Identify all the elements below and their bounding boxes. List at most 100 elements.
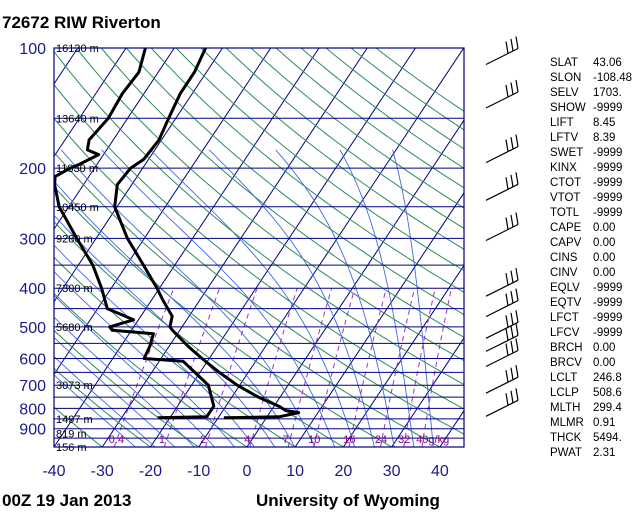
height-label: 3073 m: [56, 380, 93, 392]
moist-adiabat: [275, 149, 395, 447]
pressure-tick-label: 100: [19, 41, 46, 58]
isotherm-line: [150, 48, 416, 447]
barb-feather: [510, 214, 514, 228]
barb-feather: [515, 268, 519, 281]
index-name: LCLT: [550, 372, 577, 384]
index-name: PWAT: [550, 447, 582, 459]
pressure-tick-label: 200: [19, 161, 46, 178]
wind-barb: [485, 36, 519, 66]
wind-barbs: [485, 36, 519, 417]
barb-feather: [505, 41, 509, 54]
height-label: 7300 m: [56, 283, 93, 295]
moist-adiabat: [54, 374, 137, 447]
index-value: -9999: [593, 162, 622, 174]
mixing-ratio-line: [113, 288, 175, 447]
height-label: 5680 m: [56, 322, 93, 334]
dry-adiabat: [54, 83, 464, 410]
index-name: SELV: [550, 87, 579, 99]
temperature-tick-label: 40: [431, 463, 449, 480]
barb-feather: [505, 315, 509, 328]
plot-border: [53, 47, 465, 448]
dry-adiabat: [125, 48, 464, 316]
index-value: 2.31: [593, 447, 615, 459]
barb-feather: [505, 293, 509, 306]
mixing-ratio-line: [421, 288, 452, 447]
isotherm-line: [198, 48, 464, 447]
height-label: 819 m: [56, 428, 87, 440]
profile-lines: [54, 48, 301, 420]
index-name: CINV: [550, 267, 578, 279]
barb-staff: [485, 300, 519, 318]
temperature-tick-label: 10: [286, 463, 304, 480]
moist-adiabat: [392, 149, 434, 447]
moist-adiabat: [54, 294, 216, 447]
barb-feather: [515, 388, 519, 401]
index-value: -9999: [593, 192, 622, 204]
barb-feather: [510, 340, 514, 354]
mixing-ratio-label: 0.4: [109, 434, 124, 446]
wind-barb: [485, 338, 519, 368]
mixing-ratio-line: [287, 288, 333, 447]
index-value: 508.6: [593, 387, 622, 399]
barb-feather: [505, 139, 509, 152]
mixing-ratio-label: 10: [308, 434, 320, 446]
mixing-ratio-line: [163, 288, 221, 447]
moist-adiabat: [60, 149, 316, 447]
isotherm-line: [54, 48, 223, 303]
mixing-ratio-label: 2: [200, 434, 206, 446]
moist-adiabat: [54, 180, 296, 447]
temperature-tick-label: 30: [383, 463, 401, 480]
mixing-ratio-label: 16: [343, 434, 355, 446]
isotherm-line: [246, 119, 464, 447]
dry-adiabat: [54, 406, 103, 447]
pressure-tick-label: 300: [19, 231, 46, 248]
wind-barb: [485, 212, 519, 242]
mixing-ratio-line: [313, 288, 356, 447]
wind-barb: [485, 323, 519, 352]
index-value: 8.39: [593, 132, 615, 144]
barb-feather: [510, 291, 514, 304]
temperature-tick-label: -30: [91, 463, 114, 480]
dewpoint-profile: [54, 48, 216, 420]
index-value: -9999: [593, 102, 622, 114]
dry-adiabat: [54, 185, 393, 447]
index-name: VTOT: [550, 192, 580, 204]
index-name: SLON: [550, 72, 581, 84]
pressure-axis: 100 200 300 400 500 600 700 800 900: [19, 41, 46, 439]
mixing-ratio-line: [403, 288, 436, 447]
wind-barb: [485, 172, 519, 201]
barb-staff: [485, 223, 519, 242]
station-title: 72672 RIW Riverton: [2, 13, 161, 32]
index-name: CAPE: [550, 222, 582, 234]
temperature-profile: [113, 48, 301, 420]
wind-barb: [485, 310, 519, 339]
index-name: THCK: [550, 432, 582, 444]
sounding-indices: SLAT 43.06 SLON -108.48 SELV 1703. SHOW -9999 LI…: [550, 57, 632, 459]
mixing-ratio-line: [348, 288, 387, 447]
dry-adiabat: [100, 48, 464, 338]
barb-feather: [510, 390, 514, 403]
isotherm-line: [54, 48, 127, 158]
barb-staff: [485, 349, 519, 368]
height-label: 16130 m: [56, 43, 99, 55]
isotherm-line: [54, 48, 175, 231]
dry-adiabat: [54, 117, 464, 435]
mixing-ratio-label: 24: [375, 434, 387, 446]
dry-adiabat: [54, 151, 441, 447]
temperature-tick-label: 0: [242, 463, 251, 480]
mixing-ratio-line: [380, 288, 416, 447]
moist-adiabat: [54, 316, 196, 447]
index-name: TOTL: [550, 207, 580, 219]
barb-feather: [505, 343, 509, 356]
index-value: -9999: [593, 177, 622, 189]
barb-staff: [485, 183, 519, 201]
barb-staff: [485, 321, 519, 339]
barb-feather: [510, 325, 514, 338]
index-name: MLTH: [550, 402, 580, 414]
barb-feather: [515, 323, 519, 336]
barb-feather: [505, 328, 509, 341]
temperature-tick-label: -10: [187, 463, 210, 480]
mixing-ratio-labels: 0.4 1 2 4 7 10 16 24 32 40g/kg: [109, 434, 449, 446]
index-name: CTOT: [550, 177, 581, 189]
index-name: LCLP: [550, 387, 579, 399]
